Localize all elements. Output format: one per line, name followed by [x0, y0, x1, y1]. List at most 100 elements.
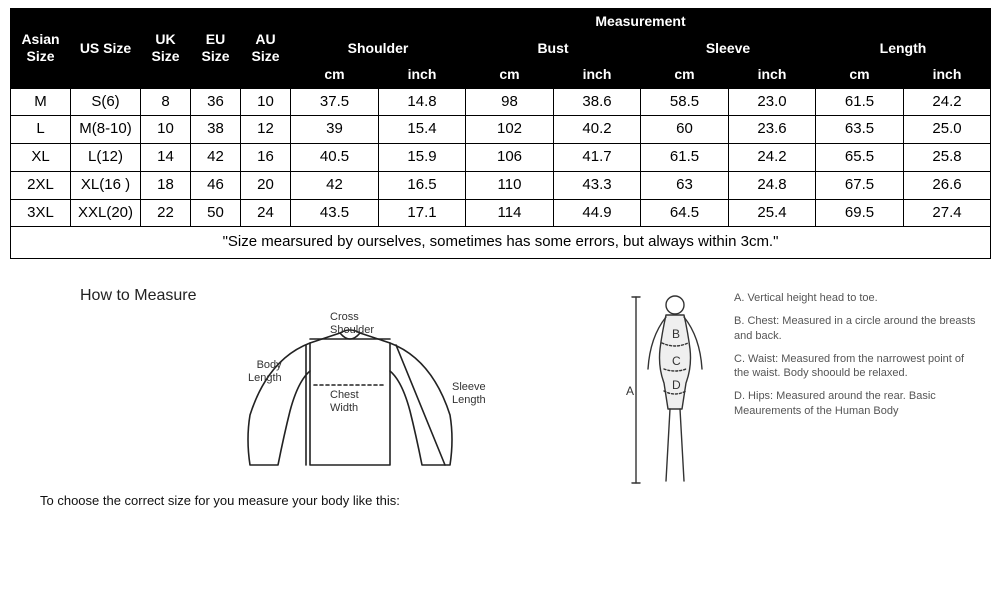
cell-au: 16	[241, 144, 291, 172]
cell-measure: 60	[641, 116, 729, 144]
cell-measure: 64.5	[641, 199, 729, 227]
col-measurement: Measurement	[291, 9, 991, 36]
label-sleeve-length: SleeveLength	[452, 381, 486, 406]
cell-measure: 14.8	[379, 88, 466, 116]
table-row: XLL(12)14421640.515.910641.761.524.265.5…	[11, 144, 991, 172]
marker-b: B	[672, 327, 680, 341]
cell-measure: 23.6	[729, 116, 816, 144]
cell-measure: 40.2	[554, 116, 641, 144]
cell-measure: 65.5	[816, 144, 904, 172]
cell-measure: 43.5	[291, 199, 379, 227]
shirt-diagram: CrossShoulder BodyLength ChestWidth Slee…	[190, 315, 550, 485]
cell-measure: 67.5	[816, 171, 904, 199]
cell-measure: 110	[466, 171, 554, 199]
measure-guide: How to Measure	[10, 281, 990, 512]
cell-measure: 42	[291, 171, 379, 199]
size-chart-body: MS(6)8361037.514.89838.658.523.061.524.2…	[11, 88, 991, 227]
cell-measure: 26.6	[904, 171, 991, 199]
cell-us: XXL(20)	[71, 199, 141, 227]
cell-us: L(12)	[71, 144, 141, 172]
cell-au: 10	[241, 88, 291, 116]
cell-uk: 14	[141, 144, 191, 172]
col-asian: Asian Size	[11, 9, 71, 89]
col-eu: EU Size	[191, 9, 241, 89]
unit-cm: cm	[466, 62, 554, 89]
body-legend: A. Vertical height head to toe. B. Chest…	[734, 291, 980, 496]
choose-size-text: To choose the correct size for you measu…	[40, 493, 600, 508]
label-body-length: BodyLength	[248, 359, 282, 384]
unit-cm: cm	[816, 62, 904, 89]
guide-left: How to Measure	[40, 281, 600, 508]
table-row: MS(6)8361037.514.89838.658.523.061.524.2	[11, 88, 991, 116]
cell-measure: 61.5	[641, 144, 729, 172]
legend-b: B. Chest: Measured in a circle around th…	[734, 314, 980, 344]
cell-measure: 37.5	[291, 88, 379, 116]
cell-measure: 58.5	[641, 88, 729, 116]
cell-measure: 27.4	[904, 199, 991, 227]
cell-eu: 50	[191, 199, 241, 227]
cell-measure: 15.4	[379, 116, 466, 144]
col-au: AU Size	[241, 9, 291, 89]
cell-uk: 18	[141, 171, 191, 199]
cell-asian: 2XL	[11, 171, 71, 199]
size-chart-table: Asian Size US Size UK Size EU Size AU Si…	[10, 8, 991, 259]
body-diagram-block: A B C D A. Vertical height head to toe. …	[620, 291, 980, 496]
cell-measure: 106	[466, 144, 554, 172]
cell-eu: 46	[191, 171, 241, 199]
cell-measure: 61.5	[816, 88, 904, 116]
col-length: Length	[816, 35, 991, 62]
table-row: LM(8-10)1038123915.410240.26023.663.525.…	[11, 116, 991, 144]
col-shoulder: Shoulder	[291, 35, 466, 62]
cell-measure: 102	[466, 116, 554, 144]
col-uk: UK Size	[141, 9, 191, 89]
cell-measure: 98	[466, 88, 554, 116]
unit-inch: inch	[904, 62, 991, 89]
cell-uk: 10	[141, 116, 191, 144]
cell-measure: 17.1	[379, 199, 466, 227]
label-chest-width: ChestWidth	[330, 389, 359, 414]
cell-au: 24	[241, 199, 291, 227]
cell-uk: 22	[141, 199, 191, 227]
cell-measure: 24.2	[904, 88, 991, 116]
label-cross-shoulder: CrossShoulder	[330, 311, 374, 336]
body-svg: A B C D	[620, 291, 720, 491]
cell-measure: 40.5	[291, 144, 379, 172]
cell-measure: 63	[641, 171, 729, 199]
cell-measure: 25.4	[729, 199, 816, 227]
unit-cm: cm	[291, 62, 379, 89]
cell-measure: 24.8	[729, 171, 816, 199]
how-to-measure-title: How to Measure	[80, 287, 600, 305]
cell-measure: 39	[291, 116, 379, 144]
cell-asian: 3XL	[11, 199, 71, 227]
body-diagram: A B C D	[620, 291, 720, 496]
cell-measure: 69.5	[816, 199, 904, 227]
size-chart-footnote: "Size mearsured by ourselves, sometimes …	[11, 227, 991, 259]
cell-eu: 36	[191, 88, 241, 116]
cell-measure: 43.3	[554, 171, 641, 199]
cell-us: S(6)	[71, 88, 141, 116]
cell-measure: 15.9	[379, 144, 466, 172]
cell-measure: 114	[466, 199, 554, 227]
cell-measure: 38.6	[554, 88, 641, 116]
size-chart-header: Asian Size US Size UK Size EU Size AU Si…	[11, 9, 991, 89]
cell-us: XL(16 )	[71, 171, 141, 199]
legend-c: C. Waist: Measured from the narrowest po…	[734, 352, 980, 382]
cell-asian: L	[11, 116, 71, 144]
cell-us: M(8-10)	[71, 116, 141, 144]
cell-asian: M	[11, 88, 71, 116]
col-bust: Bust	[466, 35, 641, 62]
table-row: 3XLXXL(20)22502443.517.111444.964.525.46…	[11, 199, 991, 227]
cell-measure: 41.7	[554, 144, 641, 172]
cell-measure: 44.9	[554, 199, 641, 227]
cell-eu: 38	[191, 116, 241, 144]
unit-inch: inch	[554, 62, 641, 89]
cell-measure: 16.5	[379, 171, 466, 199]
col-sleeve: Sleeve	[641, 35, 816, 62]
cell-measure: 24.2	[729, 144, 816, 172]
col-us: US Size	[71, 9, 141, 89]
cell-uk: 8	[141, 88, 191, 116]
legend-d: D. Hips: Measured around the rear. Basic…	[734, 389, 980, 419]
cell-au: 12	[241, 116, 291, 144]
marker-a: A	[626, 384, 634, 398]
cell-au: 20	[241, 171, 291, 199]
